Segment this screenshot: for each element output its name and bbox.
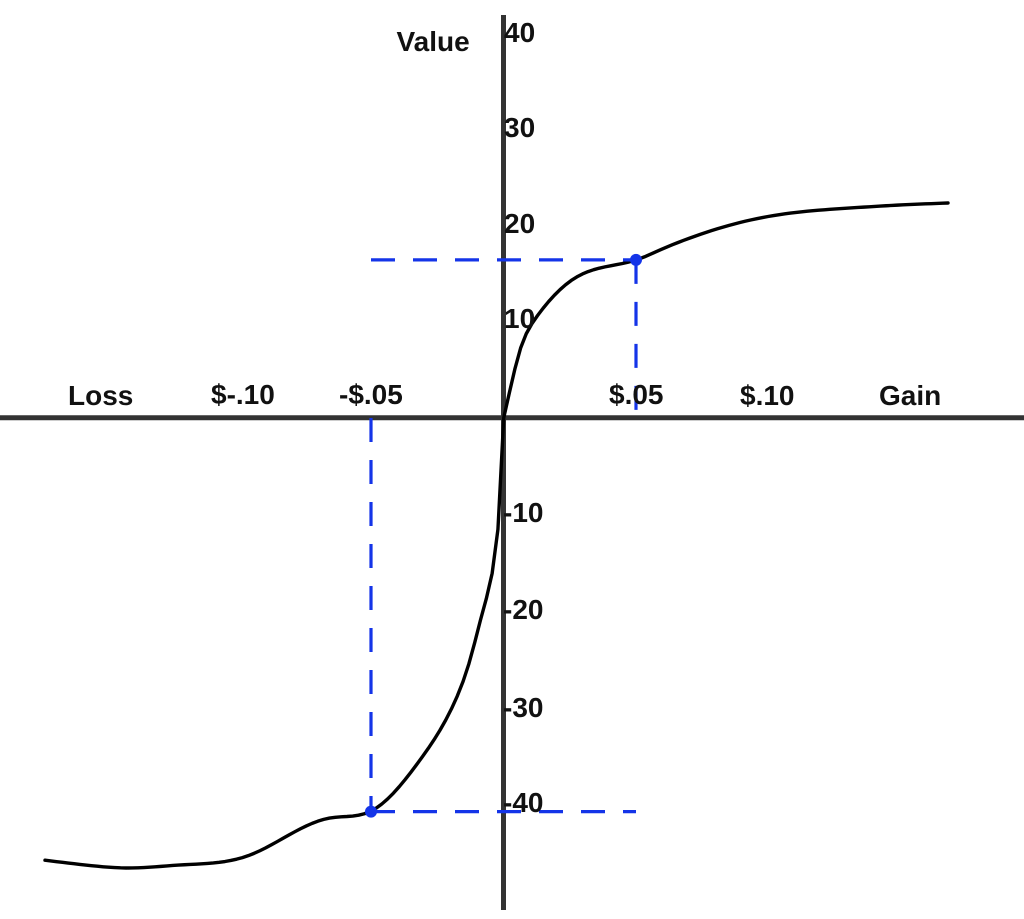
svg-text:$-.10: $-.10 (211, 379, 275, 410)
svg-text:-10: -10 (503, 497, 543, 528)
svg-text:-40: -40 (503, 787, 543, 818)
svg-text:Value: Value (397, 26, 470, 57)
svg-text:$.10: $.10 (740, 380, 795, 411)
svg-text:20: 20 (504, 208, 535, 239)
svg-text:Gain: Gain (879, 380, 941, 411)
svg-text:-30: -30 (503, 692, 543, 723)
svg-text:40: 40 (504, 17, 535, 48)
svg-text:-$.05: -$.05 (339, 379, 403, 410)
svg-text:30: 30 (504, 112, 535, 143)
svg-text:10: 10 (504, 303, 535, 334)
svg-text:-20: -20 (503, 594, 543, 625)
svg-text:$.05: $.05 (609, 379, 664, 410)
svg-text:Loss: Loss (68, 380, 133, 411)
